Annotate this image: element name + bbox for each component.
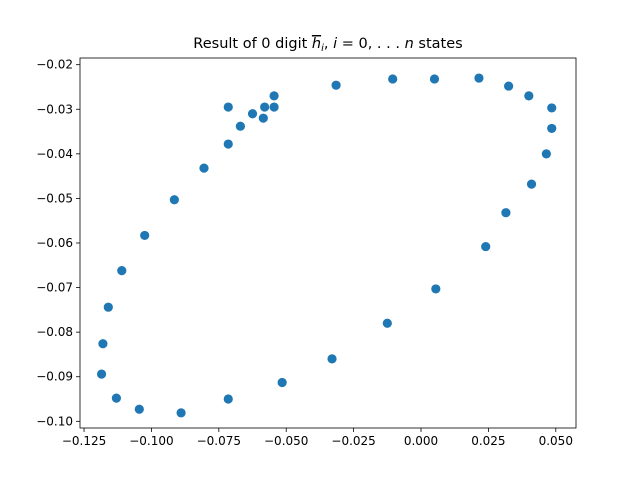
x-axis-ticks: −0.125 −0.100 −0.075 −0.050 −0.025 0.000 0.025…: [62, 428, 573, 448]
data-point-16: [134, 404, 144, 414]
data-point-29: [524, 91, 534, 101]
data-point-14: [96, 369, 107, 379]
data-point-7: [223, 139, 233, 149]
data-point-19: [277, 377, 287, 388]
data-point-18: [223, 394, 233, 404]
y-tick-label-1: −0.03: [36, 102, 73, 116]
data-point-23: [481, 241, 491, 252]
data-point-17: [176, 408, 186, 418]
data-point-10: [140, 230, 150, 241]
data-point-2: [269, 102, 279, 112]
data-point-20: [327, 354, 337, 364]
data-point-1: [269, 91, 279, 101]
data-point-9: [169, 195, 179, 205]
data-point-27: [547, 123, 557, 134]
data-point-3: [260, 102, 270, 112]
y-axis-ticks: −0.02 −0.03 −0.04 −0.05 −0.06 −0.07 −0.08 −0.09…: [36, 58, 80, 428]
data-point-25: [526, 179, 537, 189]
data-point-24: [501, 208, 511, 218]
data-point-13: [98, 339, 108, 349]
x-tick-label-3: −0.050: [264, 434, 308, 448]
x-tick-label-0: −0.125: [62, 434, 106, 448]
data-point-5: [258, 113, 268, 123]
y-tick-label-2: −0.04: [36, 147, 73, 161]
data-point-15: [111, 393, 121, 403]
y-tick-label-3: −0.05: [36, 191, 73, 205]
chart-title: Result of 0 digit hi, i = 0, . . . n sta…: [193, 36, 462, 54]
data-point-26: [541, 149, 551, 159]
y-tick-label-6: −0.08: [36, 325, 73, 339]
data-point-28: [547, 103, 557, 113]
data-point-30: [504, 81, 514, 91]
data-point-12: [103, 302, 113, 312]
data-point-0: [223, 102, 233, 112]
y-tick-label-7: −0.09: [36, 370, 73, 384]
x-tick-label-2: −0.075: [197, 434, 241, 448]
x-tick-label-1: −0.100: [129, 434, 173, 448]
data-point-11: [117, 266, 127, 276]
data-point-4: [247, 109, 258, 119]
x-tick-label-4: −0.025: [331, 434, 375, 448]
data-point-31: [474, 73, 484, 83]
h-bar-symbol: h: [312, 36, 321, 52]
x-tick-label-6: 0.025: [471, 434, 505, 448]
y-tick-label-8: −0.10: [36, 414, 73, 428]
x-tick-label-5: 0.000: [404, 434, 438, 448]
y-tick-label-0: −0.02: [36, 58, 73, 72]
x-tick-label-7: 0.050: [539, 434, 573, 448]
data-point-22: [431, 284, 441, 294]
data-points: [96, 73, 557, 418]
data-point-21: [382, 318, 392, 328]
y-tick-label-4: −0.06: [36, 236, 73, 250]
data-point-32: [429, 74, 440, 84]
data-point-33: [388, 74, 398, 84]
plot-frame: [79, 57, 577, 429]
data-point-8: [199, 163, 209, 173]
y-tick-label-5: −0.07: [36, 281, 73, 295]
data-point-6: [235, 121, 245, 131]
data-point-34: [331, 80, 341, 90]
